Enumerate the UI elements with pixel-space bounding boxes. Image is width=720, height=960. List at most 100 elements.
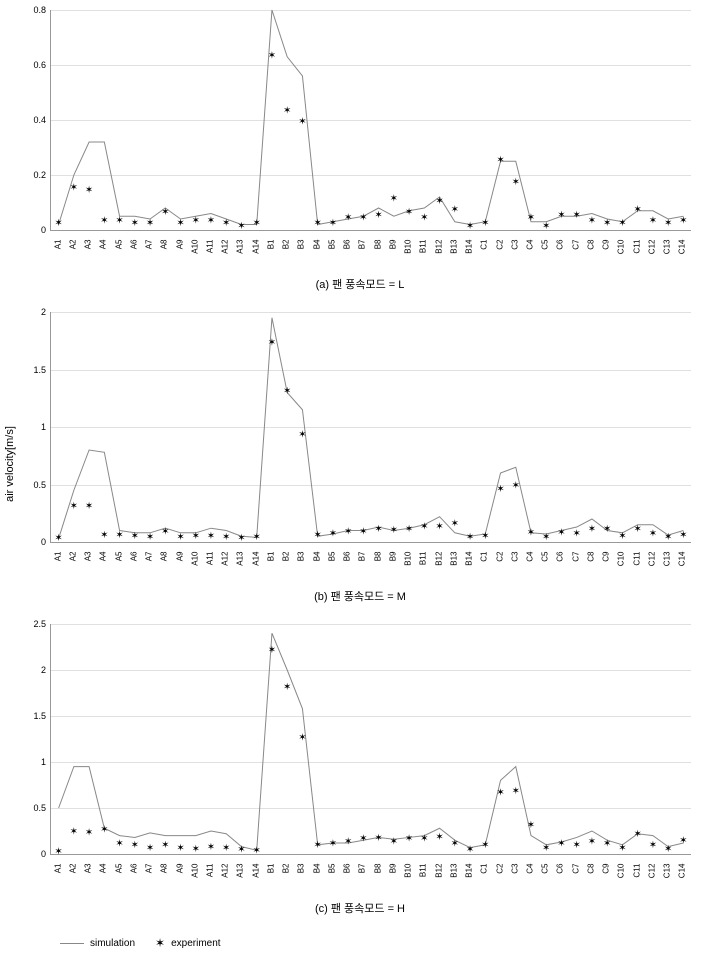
x-tick-label: A4 [99, 864, 108, 874]
x-tick-label: C14 [678, 240, 687, 255]
x-tick-label: C11 [632, 552, 641, 566]
x-tick-label: C4 [526, 240, 535, 250]
experiment-marker: ✶ [405, 834, 413, 846]
plot-area: 00.511.52✶✶✶✶✶✶✶✶✶✶✶✶✶✶✶✶✶✶✶✶✶✶✶✶✶✶✶✶✶✶✶… [50, 312, 691, 543]
x-tick-label: C6 [556, 552, 565, 562]
x-tick-label: A13 [236, 240, 245, 254]
x-tick-label: B4 [312, 864, 321, 874]
legend: simulation ✶ experiment [60, 936, 710, 951]
legend-line-icon [60, 943, 84, 944]
experiment-marker: ✶ [268, 338, 276, 350]
x-tick-label: A10 [190, 552, 199, 566]
x-tick-label: A14 [251, 864, 260, 878]
y-tick-label: 2 [11, 307, 46, 317]
simulation-line [59, 318, 684, 539]
experiment-marker: ✶ [679, 215, 687, 227]
x-tick-label: B6 [343, 864, 352, 874]
experiment-marker: ✶ [192, 215, 200, 227]
experiment-marker: ✶ [527, 213, 535, 225]
x-tick-label: C13 [663, 240, 672, 255]
x-tick-label: C2 [495, 864, 504, 874]
chart-caption: (c) 팬 풍속모드 = H [10, 900, 710, 916]
x-tick-label: A11 [206, 552, 215, 566]
x-labels: A1A2A3A4A5A6A7A8A9A10A11A12A13A14B1B2B3B… [50, 543, 690, 583]
chart-2: 00.511.522.5✶✶✶✶✶✶✶✶✶✶✶✶✶✶✶✶✶✶✶✶✶✶✶✶✶✶✶✶… [10, 624, 710, 916]
experiment-marker: ✶ [207, 215, 215, 227]
experiment-marker: ✶ [557, 210, 565, 222]
legend-item-simulation: simulation [60, 938, 135, 949]
experiment-marker: ✶ [435, 522, 443, 534]
experiment-marker: ✶ [512, 480, 520, 492]
y-tick-label: 0.8 [11, 5, 46, 15]
x-tick-label: A3 [84, 552, 93, 562]
x-tick-label: C12 [647, 864, 656, 879]
y-tick-label: 2.5 [11, 619, 46, 629]
chart-caption: (a) 팬 풍속모드 = L [10, 276, 710, 292]
x-tick-label: B11 [419, 552, 428, 566]
x-tick-label: B10 [404, 240, 413, 254]
x-tick-label: A3 [84, 240, 93, 250]
simulation-line [59, 633, 684, 850]
x-tick-label: C11 [632, 240, 641, 254]
experiment-marker: ✶ [451, 838, 459, 850]
x-tick-label: B14 [465, 552, 474, 566]
x-tick-label: A12 [221, 240, 230, 254]
x-tick-label: A1 [53, 240, 62, 250]
experiment-marker: ✶ [481, 840, 489, 852]
x-tick-label: B3 [297, 552, 306, 562]
x-tick-label: C1 [480, 240, 489, 250]
x-tick-label: A4 [99, 552, 108, 562]
x-tick-label: A12 [221, 864, 230, 878]
experiment-marker: ✶ [451, 204, 459, 216]
experiment-marker: ✶ [85, 185, 93, 197]
experiment-marker: ✶ [85, 827, 93, 839]
x-tick-label: A8 [160, 240, 169, 250]
x-tick-label: A6 [129, 552, 138, 562]
x-tick-label: A13 [236, 864, 245, 878]
x-tick-label: A2 [68, 240, 77, 250]
experiment-marker: ✶ [649, 840, 657, 852]
x-tick-label: A8 [160, 552, 169, 562]
x-tick-label: A3 [84, 864, 93, 874]
experiment-marker: ✶ [344, 836, 352, 848]
x-tick-label: A7 [145, 864, 154, 874]
experiment-marker: ✶ [70, 182, 78, 194]
y-tick-label: 1.5 [11, 365, 46, 375]
x-tick-label: B5 [327, 240, 336, 250]
x-tick-label: C12 [647, 240, 656, 255]
experiment-marker: ✶ [588, 524, 596, 536]
x-tick-label: B1 [266, 864, 275, 874]
experiment-marker: ✶ [207, 531, 215, 543]
experiment-marker: ✶ [618, 218, 626, 230]
experiment-marker: ✶ [588, 215, 596, 227]
experiment-marker: ✶ [100, 215, 108, 227]
x-tick-label: A14 [251, 552, 260, 566]
x-tick-label: C2 [495, 240, 504, 250]
x-tick-label: B6 [343, 552, 352, 562]
x-tick-label: B13 [449, 240, 458, 254]
x-tick-label: B11 [419, 864, 428, 878]
x-tick-label: A5 [114, 240, 123, 250]
x-tick-label: C11 [632, 864, 641, 878]
experiment-marker: ✶ [588, 836, 596, 848]
experiment-marker: ✶ [131, 840, 139, 852]
experiment-marker: ✶ [496, 788, 504, 800]
x-tick-label: C4 [526, 552, 535, 562]
x-tick-label: A1 [53, 552, 62, 562]
experiment-marker: ✶ [54, 218, 62, 230]
x-tick-label: C7 [571, 552, 580, 562]
x-tick-label: A6 [129, 864, 138, 874]
y-tick-label: 0.4 [11, 115, 46, 125]
y-ticks: 00.511.522.5 [11, 624, 46, 854]
x-tick-label: B10 [404, 552, 413, 566]
experiment-marker: ✶ [542, 843, 550, 855]
experiment-marker: ✶ [420, 522, 428, 534]
experiment-marker: ✶ [161, 526, 169, 538]
legend-marker-icon: ✶ [155, 936, 165, 951]
x-tick-label: A9 [175, 864, 184, 874]
experiment-marker: ✶ [344, 526, 352, 538]
x-tick-label: C12 [647, 552, 656, 567]
x-tick-label: C10 [617, 552, 626, 567]
x-tick-label: C7 [571, 240, 580, 250]
x-tick-label: B3 [297, 864, 306, 874]
